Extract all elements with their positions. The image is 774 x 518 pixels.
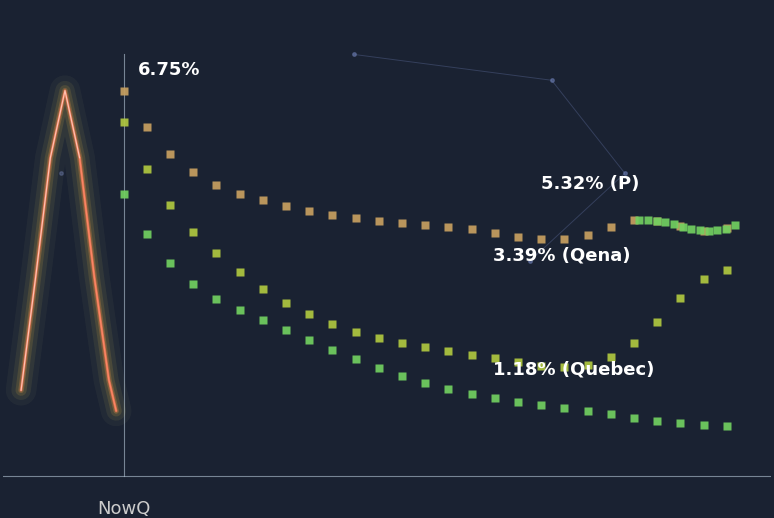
Text: 1.18% (Quebec): 1.18% (Quebec) [493,361,655,379]
Text: 6.75%: 6.75% [139,61,200,79]
Text: 5.32% (P): 5.32% (P) [541,175,639,193]
Text: NowQ: NowQ [97,500,150,518]
Text: 3.39% (Qena): 3.39% (Qena) [493,247,631,265]
